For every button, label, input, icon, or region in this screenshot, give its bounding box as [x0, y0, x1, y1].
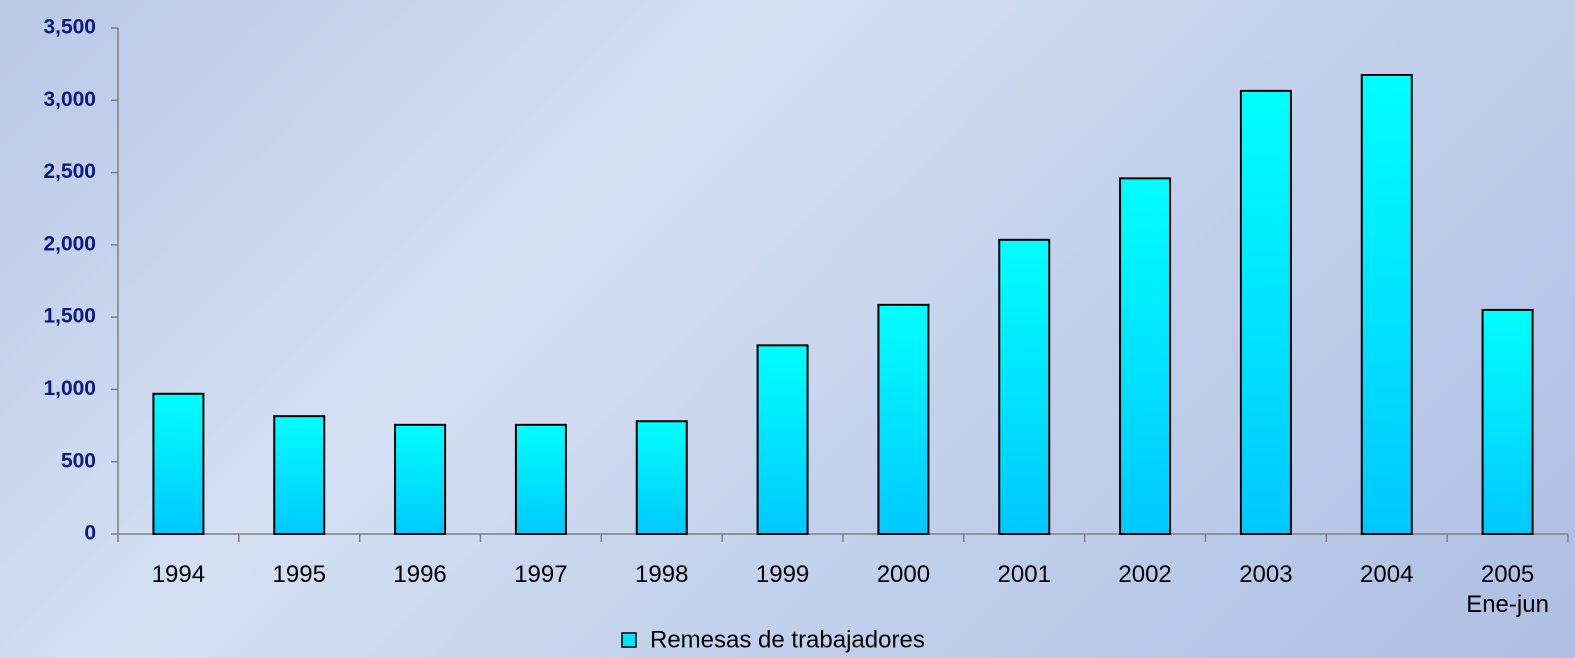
y-tick-label: 0 — [84, 522, 96, 545]
x-tick-label: 1996 — [393, 561, 447, 588]
x-tick-label: 1997 — [514, 561, 568, 588]
x-tick-label: 2005 Ene-jun — [1466, 561, 1549, 618]
y-tick-label: 1,500 — [43, 305, 96, 328]
x-tick-label: 1994 — [151, 561, 206, 588]
bar — [1239, 89, 1292, 535]
x-tick-label: 1998 — [635, 561, 689, 588]
x-tick-label: 2002 — [1118, 561, 1172, 588]
bar — [1360, 73, 1413, 535]
x-tick-label: 2004 — [1360, 561, 1414, 588]
legend-swatch — [621, 632, 637, 648]
bar — [756, 344, 809, 535]
y-tick-label: 3,500 — [43, 16, 96, 39]
y-tick-label: 3,000 — [43, 88, 96, 111]
bar — [1481, 308, 1534, 535]
bar — [998, 238, 1051, 535]
x-tick-label: 1995 — [272, 561, 326, 588]
x-tick-label: 2000 — [876, 561, 931, 588]
bar — [635, 420, 688, 535]
bar — [273, 415, 326, 535]
x-tick-label: 2001 — [997, 561, 1051, 588]
y-tick-label: 1,000 — [43, 377, 96, 400]
y-tick-label: 2,000 — [43, 232, 96, 255]
bar — [877, 303, 930, 535]
x-tick-label: 1999 — [755, 561, 810, 588]
legend-label: Remesas de trabajadores — [650, 626, 925, 653]
bar — [514, 423, 567, 535]
bar — [152, 392, 205, 535]
bar — [1119, 177, 1172, 535]
x-tick-label: 2003 — [1239, 561, 1293, 588]
y-tick-label: 2,500 — [43, 160, 96, 183]
y-tick-label: 500 — [61, 449, 96, 472]
bar — [394, 423, 447, 535]
